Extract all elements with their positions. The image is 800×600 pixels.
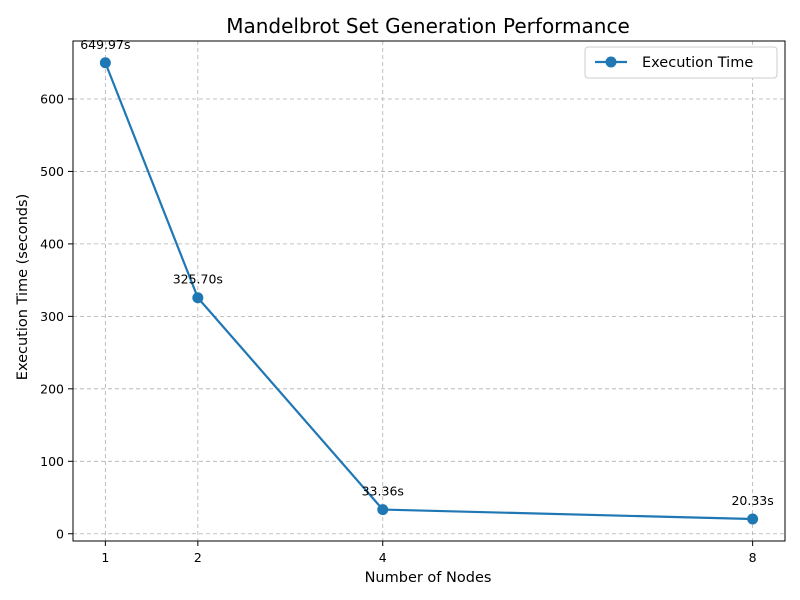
x-tick-label: 4 — [379, 550, 387, 565]
series-layer — [99, 57, 759, 525]
x-tick-label: 2 — [194, 550, 202, 565]
legend-entry-execution-time: Execution Time — [642, 55, 753, 71]
y-axis-label: Execution Time (seconds) — [15, 194, 31, 380]
x-tick-label: 1 — [101, 550, 109, 565]
x-axis-label: Number of Nodes — [365, 570, 492, 586]
data-point — [192, 292, 204, 304]
series-line-execution-time — [104, 62, 753, 521]
y-tick-label: 200 — [40, 381, 64, 396]
y-tick-label: 100 — [40, 454, 64, 469]
y-tick-label: 300 — [40, 309, 64, 324]
y-tick-label: 500 — [40, 164, 64, 179]
data-point-label: 649.97s — [80, 37, 130, 52]
y-tick-label: 400 — [40, 236, 64, 251]
axis-ticks: 1 2 4 8 0 100 200 300 400 500 600 — [40, 91, 757, 565]
y-tick-label: 600 — [40, 91, 64, 106]
data-point-label: 33.36s — [362, 484, 404, 499]
data-point — [747, 513, 759, 525]
legend: Execution Time — [584, 46, 778, 79]
plot-area-frame — [72, 40, 786, 542]
legend-marker-icon — [605, 56, 617, 68]
data-point — [377, 504, 389, 516]
data-point — [99, 57, 111, 69]
grid — [73, 41, 785, 541]
y-tick-label: 0 — [56, 526, 64, 541]
data-point-label: 20.33s — [731, 493, 773, 508]
legend-box — [584, 46, 778, 79]
data-point-label: 325.70s — [173, 272, 223, 287]
x-tick-label: 8 — [749, 550, 757, 565]
data-labels: 649.97s 325.70s 33.36s 20.33s — [80, 37, 774, 508]
chart-title: Mandelbrot Set Generation Performance — [226, 14, 630, 38]
